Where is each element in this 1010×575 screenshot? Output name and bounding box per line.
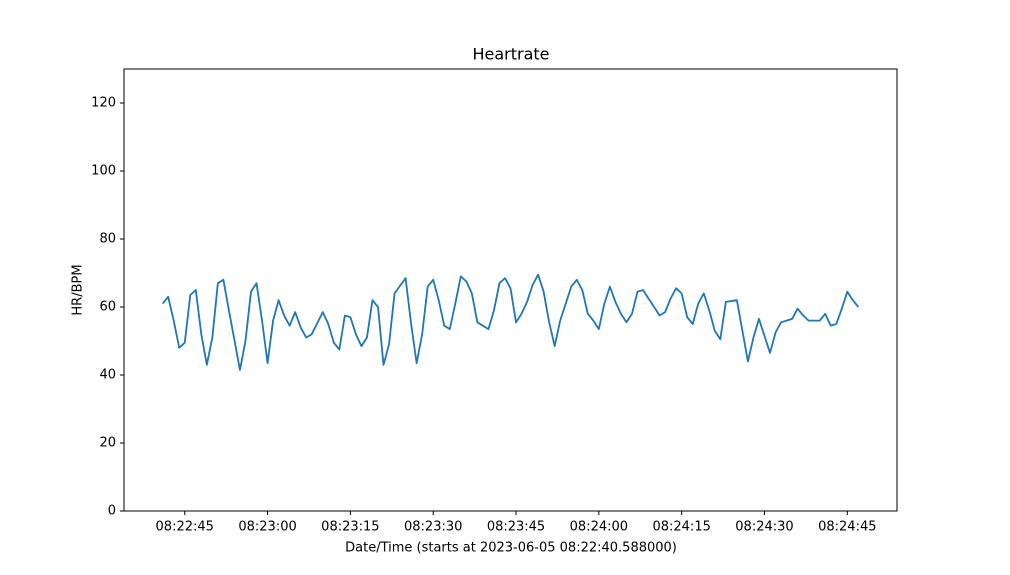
y-tick-label: 60 bbox=[99, 300, 116, 315]
x-tick-label: 08:23:30 bbox=[404, 520, 462, 535]
x-tick-label: 08:24:00 bbox=[570, 520, 628, 535]
y-tick-label: 0 bbox=[108, 504, 116, 519]
y-axis-label: HR/BPM bbox=[71, 264, 86, 315]
x-tick-label: 08:22:45 bbox=[156, 520, 214, 535]
y-tick-label: 20 bbox=[99, 436, 116, 451]
y-tick-label: 80 bbox=[99, 232, 116, 247]
x-axis-label: Date/Time (starts at 2023-06-05 08:22:40… bbox=[345, 541, 677, 556]
line-series bbox=[161, 273, 860, 371]
y-tick-label: 40 bbox=[99, 368, 116, 383]
x-tick-label: 08:23:45 bbox=[487, 520, 545, 535]
x-tick-label: 08:24:45 bbox=[818, 520, 876, 535]
x-tick-label: 08:24:15 bbox=[652, 520, 710, 535]
x-tick-label: 08:23:15 bbox=[321, 520, 379, 535]
x-tick-label: 08:23:00 bbox=[238, 520, 296, 535]
y-tick-label: 100 bbox=[91, 164, 116, 179]
y-tick-label: 120 bbox=[91, 96, 116, 111]
chart-title: Heartrate bbox=[472, 45, 549, 64]
x-tick-label: 08:24:30 bbox=[735, 520, 793, 535]
plot-frame bbox=[123, 68, 898, 512]
